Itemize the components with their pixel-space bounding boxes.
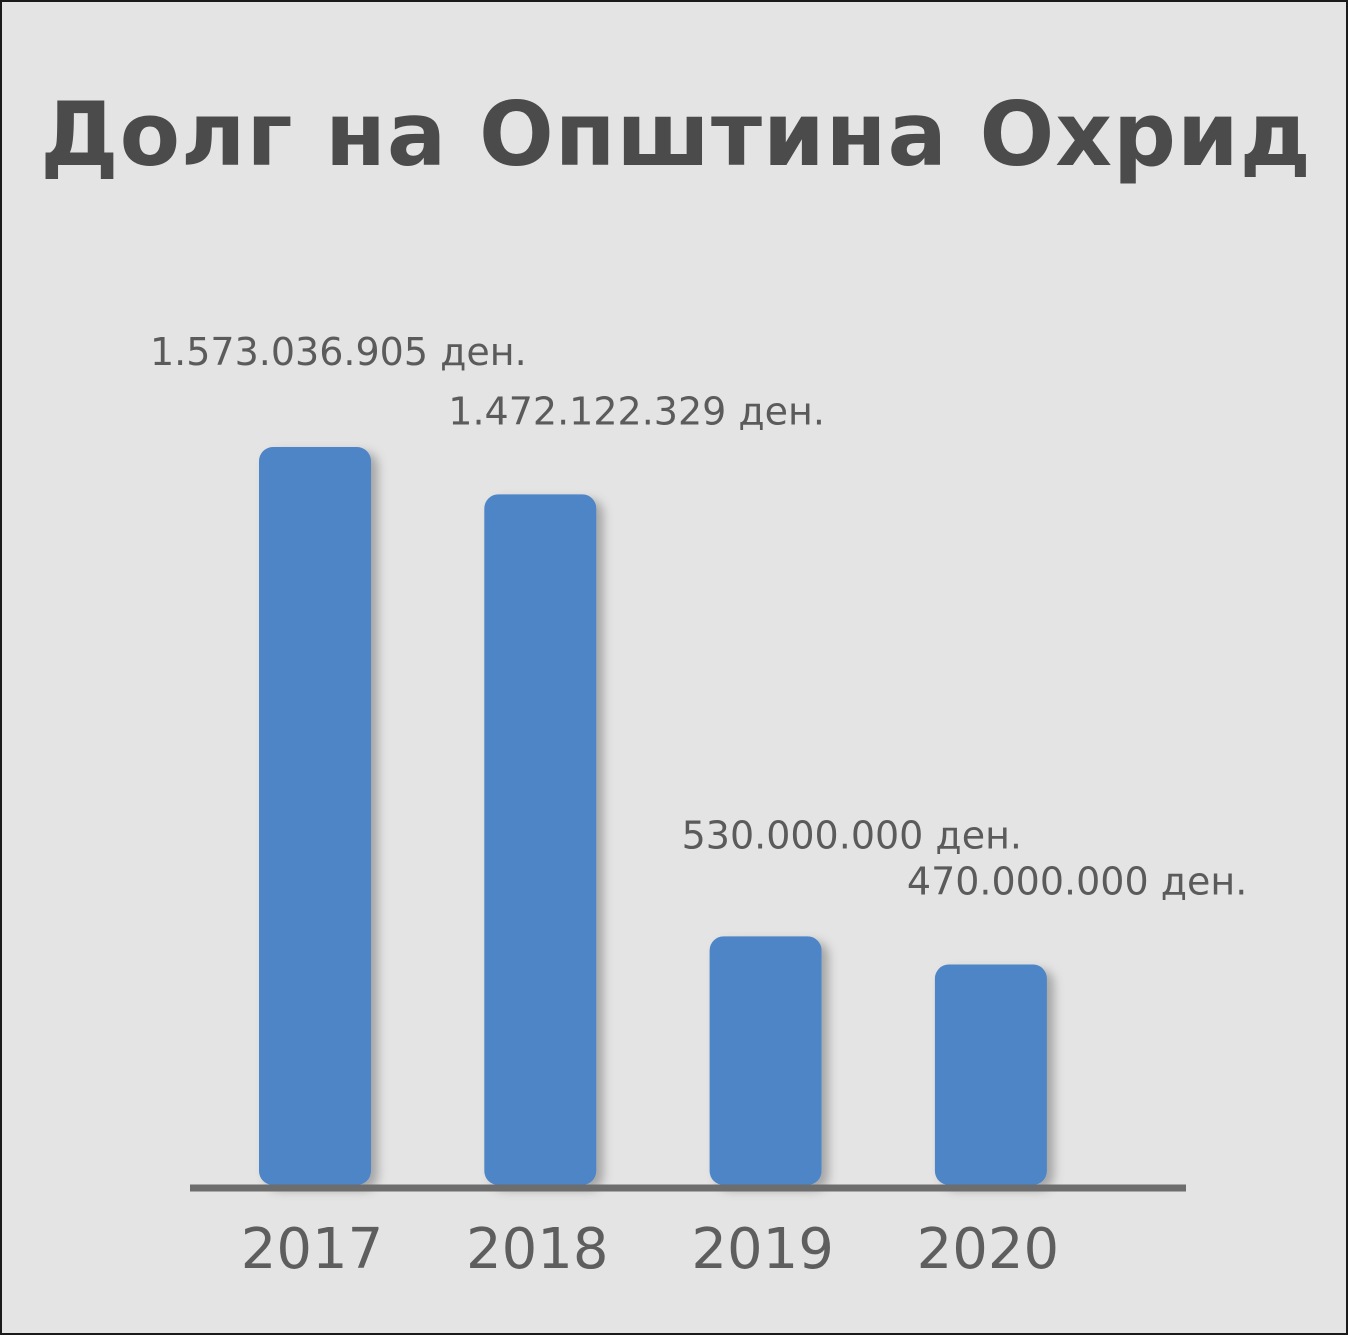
x-tick-label-2018: 2018 xyxy=(466,1217,609,1282)
chart-title: Долг на Општина Охрид xyxy=(40,83,1312,186)
value-label-2019: 530.000.000 ден. xyxy=(682,813,1022,857)
value-label-2017: 1.573.036.905 ден. xyxy=(150,330,527,374)
bar-2018 xyxy=(484,494,597,1185)
bar-2019 xyxy=(709,936,822,1185)
x-tick-label-2020: 2020 xyxy=(917,1217,1060,1282)
bar-2017 xyxy=(259,447,371,1185)
x-tick-label-2017: 2017 xyxy=(241,1217,384,1282)
labels-layer: 1.573.036.905 ден. 2017 1.472.122.329 ден.… xyxy=(150,330,1247,1282)
bars-layer xyxy=(259,447,1047,1185)
value-label-2020: 470.000.000 ден. xyxy=(907,859,1247,903)
x-tick-label-2019: 2019 xyxy=(691,1217,834,1282)
value-label-2018: 1.472.122.329 ден. xyxy=(448,389,825,433)
bar-2020 xyxy=(934,964,1047,1185)
